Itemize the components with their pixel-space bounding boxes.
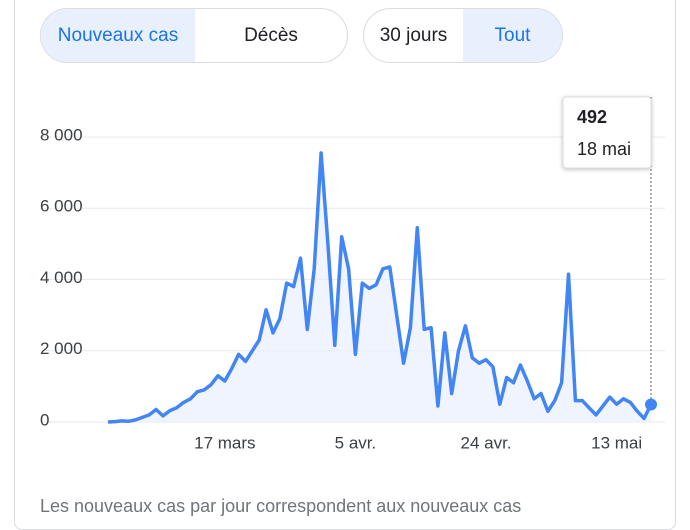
chart: 0 2 000 4 000 6 000 8 000 17 mars 5 avr. 24 avr… — [40, 96, 665, 452]
metric-toggle: Nouveaux cas Décès — [40, 8, 348, 63]
x-tick-label: 17 mars — [194, 433, 255, 452]
page: {"tabs": ["Nouveaux cas", "Décès"], "ran… — [14, 0, 676, 530]
tooltip-date: 18 mai — [577, 139, 631, 159]
tooltip-value: 492 — [577, 107, 607, 127]
range-button[interactable]: Tout — [463, 9, 562, 62]
area — [108, 153, 651, 422]
tab-button[interactable]: Décès — [244, 24, 298, 46]
tooltip: 492 18 mai — [562, 96, 652, 169]
y-tick-label: 2 000 — [40, 339, 83, 358]
footnote: Les nouveaux cas par jour correspondent … — [40, 496, 522, 516]
x-tick-label: 13 mai — [591, 433, 642, 452]
y-tick-label: 0 — [40, 410, 49, 429]
tab-button[interactable]: Nouveaux cas — [41, 9, 195, 62]
y-tick-label: 4 000 — [40, 268, 83, 287]
y-tick-label: 6 000 — [40, 197, 83, 216]
tooltip-box — [562, 96, 652, 169]
range-button[interactable]: 30 jours — [379, 24, 448, 46]
end-point — [645, 398, 657, 411]
x-tick-label: 24 avr. — [461, 433, 512, 452]
series-line — [107, 151, 653, 424]
x-tick-label: 5 avr. — [335, 433, 377, 452]
y-tick-label: 8 000 — [40, 125, 83, 144]
range-toggle: 30 jours Tout — [363, 8, 563, 63]
